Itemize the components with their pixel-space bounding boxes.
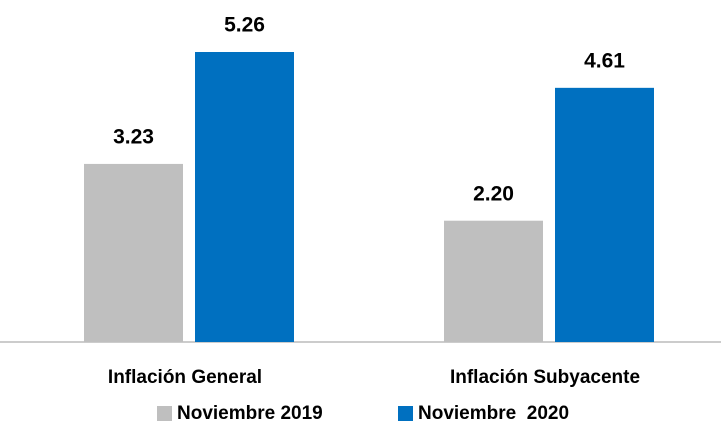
category-label: Inflación General [108, 367, 262, 388]
legend-swatch [398, 406, 413, 421]
value-label: 3.23 [113, 125, 154, 148]
legend-label: Noviembre 2019 [177, 403, 323, 424]
bar [444, 220, 543, 342]
bar [195, 52, 294, 342]
value-label: 4.61 [584, 49, 625, 72]
category-label: Inflación Subyacente [450, 367, 640, 388]
value-label: 5.26 [224, 14, 265, 37]
bar [555, 87, 654, 342]
bar [84, 163, 183, 342]
legend-swatch [157, 406, 172, 421]
value-label: 2.20 [473, 182, 514, 205]
legend-label: Noviembre 2020 [418, 403, 569, 424]
